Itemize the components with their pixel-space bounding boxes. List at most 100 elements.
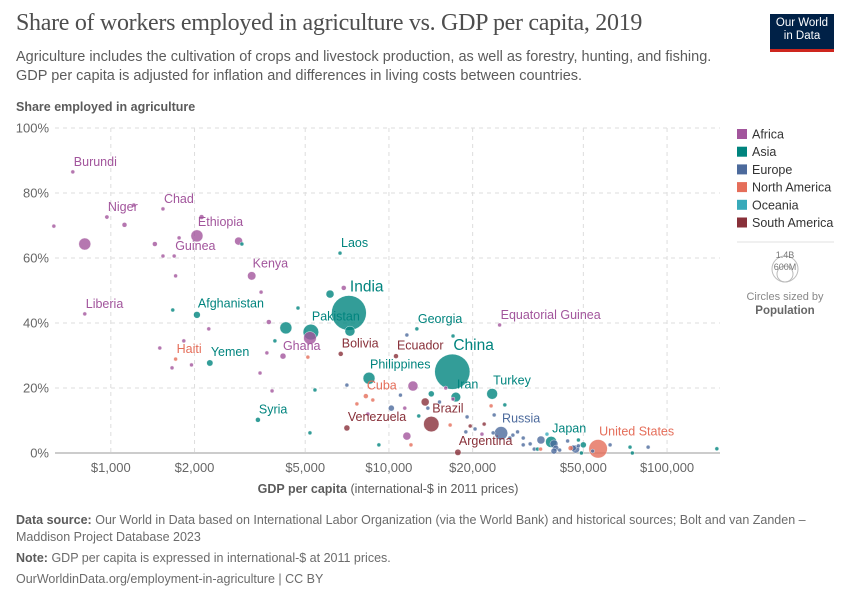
point-country[interactable] xyxy=(198,214,205,220)
point-georgia[interactable] xyxy=(414,326,420,332)
point-country[interactable] xyxy=(295,305,301,311)
point-niger[interactable] xyxy=(104,214,110,220)
point-country[interactable] xyxy=(479,431,485,437)
point-country[interactable] xyxy=(567,445,574,451)
point-country[interactable] xyxy=(490,430,496,436)
point-country[interactable] xyxy=(447,422,453,428)
point-country[interactable] xyxy=(538,446,543,452)
point-guinea[interactable] xyxy=(172,253,177,259)
point-country[interactable] xyxy=(420,397,430,407)
point-country[interactable] xyxy=(181,338,186,344)
point-country[interactable] xyxy=(714,446,720,451)
point-country[interactable] xyxy=(645,444,651,450)
point-country[interactable] xyxy=(502,402,508,408)
point-country[interactable] xyxy=(344,325,356,337)
point-country[interactable] xyxy=(416,413,421,419)
point-country[interactable] xyxy=(408,442,414,448)
point-country[interactable] xyxy=(365,411,371,417)
point-country[interactable] xyxy=(450,333,456,339)
point-country[interactable] xyxy=(550,447,558,455)
point-country[interactable] xyxy=(51,223,57,229)
point-country[interactable] xyxy=(258,289,264,295)
point-country[interactable] xyxy=(565,438,570,444)
point-argentina[interactable] xyxy=(454,448,462,456)
source-url[interactable]: OurWorldinData.org/employment-in-agricul… xyxy=(16,572,324,586)
point-bolivia[interactable] xyxy=(338,351,344,357)
point-country[interactable] xyxy=(344,382,350,388)
point-country[interactable] xyxy=(305,354,311,360)
point-country[interactable] xyxy=(450,396,456,402)
point-country[interactable] xyxy=(630,450,635,456)
point-country[interactable] xyxy=(370,397,375,403)
point-haiti[interactable] xyxy=(173,356,178,362)
point-country[interactable] xyxy=(428,390,435,398)
point-united-states[interactable] xyxy=(588,439,608,459)
point-country[interactable] xyxy=(239,241,245,247)
point-country[interactable] xyxy=(325,289,335,299)
point-country[interactable] xyxy=(157,345,162,351)
point-country[interactable] xyxy=(510,432,516,438)
point-country[interactable] xyxy=(189,362,194,368)
point-china[interactable] xyxy=(434,353,471,390)
point-country[interactable] xyxy=(521,442,526,448)
point-country[interactable] xyxy=(398,392,403,398)
point-country[interactable] xyxy=(404,332,410,338)
point-country[interactable] xyxy=(468,423,473,429)
legend-item-europe[interactable]: Europe xyxy=(737,163,792,177)
point-country[interactable] xyxy=(463,429,469,435)
point-country[interactable] xyxy=(521,435,526,441)
point-ghana[interactable] xyxy=(303,331,317,345)
legend-item-south-america[interactable]: South America xyxy=(737,216,833,230)
legend-item-oceania[interactable]: Oceania xyxy=(737,198,799,212)
point-country[interactable] xyxy=(402,431,412,441)
point-country[interactable] xyxy=(488,403,494,409)
point-burundi[interactable] xyxy=(70,169,75,175)
point-ecuador[interactable] xyxy=(393,353,399,359)
point-country[interactable] xyxy=(272,338,278,344)
point-brazil[interactable] xyxy=(423,416,440,432)
point-country[interactable] xyxy=(579,450,584,456)
point-country[interactable] xyxy=(341,285,347,291)
point-country[interactable] xyxy=(481,421,487,427)
point-country[interactable] xyxy=(627,444,633,450)
point-country[interactable] xyxy=(407,380,419,392)
point-country[interactable] xyxy=(464,414,470,420)
point-equatorial-guinea[interactable] xyxy=(497,322,502,328)
point-liberia[interactable] xyxy=(82,311,87,317)
point-country[interactable] xyxy=(536,435,546,445)
point-turkey[interactable] xyxy=(486,388,498,400)
point-country[interactable] xyxy=(78,237,91,251)
point-cuba[interactable] xyxy=(363,393,369,399)
point-country[interactable] xyxy=(472,426,478,432)
owid-logo[interactable]: Our World in Data xyxy=(770,14,834,52)
point-country[interactable] xyxy=(160,253,166,259)
point-syria[interactable] xyxy=(255,417,261,423)
point-country[interactable] xyxy=(257,370,263,376)
point-country[interactable] xyxy=(173,273,178,279)
point-country[interactable] xyxy=(388,404,395,412)
point-country[interactable] xyxy=(527,441,533,447)
point-country[interactable] xyxy=(491,412,497,418)
point-country[interactable] xyxy=(121,222,128,228)
legend-item-asia[interactable]: Asia xyxy=(737,145,776,159)
point-country[interactable] xyxy=(515,429,520,435)
point-country[interactable] xyxy=(279,352,287,360)
point-country[interactable] xyxy=(576,443,581,449)
point-country[interactable] xyxy=(279,321,293,335)
point-country[interactable] xyxy=(354,401,360,407)
point-country[interactable] xyxy=(206,326,211,332)
point-country[interactable] xyxy=(544,431,550,437)
point-country[interactable] xyxy=(170,307,175,313)
point-country[interactable] xyxy=(607,442,613,448)
point-country[interactable] xyxy=(507,435,512,441)
point-country[interactable] xyxy=(557,447,562,453)
point-ethiopia[interactable] xyxy=(190,229,204,243)
point-country[interactable] xyxy=(307,430,313,436)
point-country[interactable] xyxy=(425,405,431,411)
point-country[interactable] xyxy=(176,235,182,241)
point-country[interactable] xyxy=(152,241,158,247)
point-country[interactable] xyxy=(312,387,318,393)
point-country[interactable] xyxy=(266,319,272,325)
point-yemen[interactable] xyxy=(206,359,214,367)
point-country[interactable] xyxy=(580,441,587,449)
